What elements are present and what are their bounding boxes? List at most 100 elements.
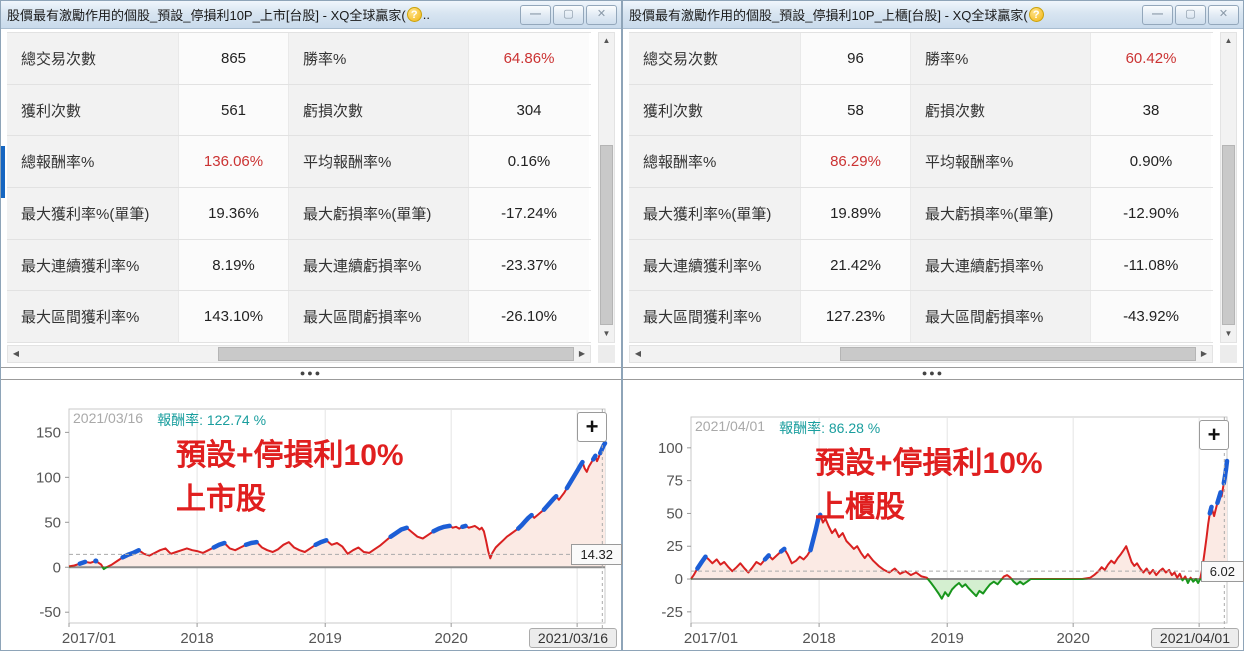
y-tick-label: 50 <box>666 505 683 522</box>
new-high-marker-segment <box>460 523 468 530</box>
stat-value: 58 <box>801 84 911 136</box>
window-tpex: 股價最有激勵作用的個股_預設_停損利10P_上櫃[台股] - XQ全球贏家(? … <box>622 0 1244 651</box>
stat-label: 虧損次數 <box>289 84 469 136</box>
vertical-scrollbar[interactable]: ▲ ▼ <box>1220 32 1237 343</box>
stat-value: 136.06% <box>179 136 289 188</box>
scroll-left-arrow-icon[interactable]: ◀ <box>634 349 642 358</box>
equity-curve-chart[interactable]: 1007550250-252017/0120182019202020212021… <box>623 386 1244 650</box>
stat-value: -26.10% <box>469 291 589 343</box>
stat-label: 虧損次數 <box>911 84 1091 136</box>
stat-row[interactable]: 總報酬率% 86.29% 平均報酬率% 0.90% <box>629 136 1213 189</box>
titlebar[interactable]: 股價最有激勵作用的個股_預設_停損利10P_上櫃[台股] - XQ全球贏家(? … <box>623 1 1243 29</box>
stat-row[interactable]: 最大區間獲利率% 143.10% 最大區間虧損率% -26.10% <box>7 291 591 344</box>
close-button[interactable]: ✕ <box>1208 4 1239 25</box>
cursor-value-label: 6.02 <box>1200 561 1244 583</box>
scroll-down-arrow-icon[interactable]: ▼ <box>599 326 614 342</box>
stat-label: 最大虧損率%(單筆) <box>289 188 469 239</box>
vertical-scrollbar[interactable]: ▲ ▼ <box>598 32 615 343</box>
restore-button[interactable]: ▢ <box>1175 4 1206 25</box>
cursor-value-label: 14.32 <box>571 544 622 566</box>
x-tick-label: 2020 <box>1056 630 1089 647</box>
stat-label: 獲利次數 <box>7 84 179 136</box>
stat-row[interactable]: 總報酬率% 136.06% 平均報酬率% 0.16% <box>7 136 591 189</box>
stat-value: 21.42% <box>801 239 911 291</box>
stat-value: 8.19% <box>179 239 289 291</box>
stat-value: 865 <box>179 33 289 84</box>
pane-splitter[interactable]: ●●● <box>1 367 621 380</box>
zoom-in-button[interactable]: + <box>1199 420 1229 450</box>
stat-label: 總交易次數 <box>7 33 179 84</box>
new-high-marker-segment <box>211 540 227 550</box>
y-tick-label: 100 <box>36 469 61 486</box>
window-controls: — ▢ ✕ <box>520 4 617 25</box>
y-tick-label: 0 <box>675 571 683 588</box>
stat-label: 總報酬率% <box>7 136 179 188</box>
strategy-annotation-line: 預設+停損利10% <box>176 439 404 472</box>
x-tick-label: 2017/01 <box>62 630 116 647</box>
stat-label: 平均報酬率% <box>289 136 469 188</box>
stat-label: 最大區間虧損率% <box>289 291 469 343</box>
stat-row[interactable]: 獲利次數 58 虧損次數 38 <box>629 84 1213 137</box>
strategy-annotation: 預設+停損利10% 上市股 <box>176 434 404 521</box>
stat-row[interactable]: 獲利次數 561 虧損次數 304 <box>7 84 591 137</box>
stat-label: 最大連續虧損率% <box>289 239 469 291</box>
scroll-down-arrow-icon[interactable]: ▼ <box>1221 326 1236 342</box>
close-button[interactable]: ✕ <box>586 4 617 25</box>
help-icon[interactable]: ? <box>406 7 422 22</box>
stat-value: 143.10% <box>179 291 289 343</box>
stat-row[interactable]: 最大獲利率%(單筆) 19.89% 最大虧損率%(單筆) -12.90% <box>629 188 1213 240</box>
scroll-right-arrow-icon[interactable]: ▶ <box>1200 349 1208 358</box>
equity-curve-chart[interactable]: 150100500-502017/0120182019202020212021/… <box>1 386 622 650</box>
strategy-annotation: 預設+停損利10% 上櫃股 <box>815 442 1043 529</box>
stat-row[interactable]: 總交易次數 96 勝率% 60.42% <box>629 33 1213 85</box>
stat-row[interactable]: 總交易次數 865 勝率% 64.86% <box>7 33 591 85</box>
strategy-annotation-line: 上櫃股 <box>815 490 905 524</box>
splitter-grip-icon: ●●● <box>921 368 945 378</box>
stat-label: 勝率% <box>911 33 1091 84</box>
new-high-marker-segment <box>431 523 452 534</box>
x-tick-label: 2018 <box>802 630 835 647</box>
new-high-marker-segment <box>778 546 787 554</box>
pane-splitter[interactable]: ●●● <box>623 367 1243 380</box>
zoom-in-button[interactable]: + <box>577 412 607 442</box>
stat-value: 64.86% <box>469 33 589 84</box>
chart-cursor-date: 2021/03/16 <box>73 410 144 426</box>
scroll-up-arrow-icon[interactable]: ▲ <box>599 33 614 49</box>
new-high-marker-segment <box>515 512 534 531</box>
titlebar[interactable]: 股價最有激勵作用的個股_預設_停損利10P_上市[台股] - XQ全球贏家(?.… <box>1 1 621 29</box>
minimize-button[interactable]: — <box>1142 4 1173 25</box>
restore-button[interactable]: ▢ <box>553 4 584 25</box>
stat-value: 304 <box>469 84 589 136</box>
cursor-date-label: 2021/03/16 <box>528 628 617 648</box>
horizontal-scrollbar[interactable]: ◀ ▶ <box>629 345 1213 363</box>
help-icon[interactable]: ? <box>1028 7 1044 22</box>
stat-value: -12.90% <box>1091 188 1211 239</box>
plot-frame <box>68 408 606 624</box>
plot-frame <box>690 416 1228 624</box>
scrollbar-corner <box>1220 345 1237 363</box>
vertical-scroll-thumb[interactable] <box>600 145 613 325</box>
equity-line-negative <box>690 578 1202 600</box>
stat-row[interactable]: 最大連續獲利率% 8.19% 最大連續虧損率% -23.37% <box>7 239 591 292</box>
stat-value: 127.23% <box>801 291 911 343</box>
stat-row[interactable]: 最大連續獲利率% 21.42% 最大連續虧損率% -11.08% <box>629 239 1213 292</box>
title-truncation: .. <box>422 7 430 22</box>
chart-return-readout: 報酬率: 122.74 % <box>157 412 267 428</box>
window-title: 股價最有激勵作用的個股_預設_停損利10P_上櫃[台股] - XQ全球贏家( <box>629 8 1028 23</box>
horizontal-scroll-thumb[interactable] <box>218 347 574 361</box>
horizontal-scrollbar[interactable]: ◀ ▶ <box>7 345 591 363</box>
new-high-marker-segment <box>590 453 598 462</box>
horizontal-scroll-thumb[interactable] <box>840 347 1196 361</box>
scroll-up-arrow-icon[interactable]: ▲ <box>1221 33 1236 49</box>
stat-value: -43.92% <box>1091 291 1211 343</box>
minimize-button[interactable]: — <box>520 4 551 25</box>
scroll-left-arrow-icon[interactable]: ◀ <box>12 349 20 358</box>
stat-label: 最大區間獲利率% <box>629 291 801 343</box>
stat-row[interactable]: 最大獲利率%(單筆) 19.36% 最大虧損率%(單筆) -17.24% <box>7 188 591 240</box>
scroll-right-arrow-icon[interactable]: ▶ <box>578 349 586 358</box>
stat-row[interactable]: 最大區間獲利率% 127.23% 最大區間虧損率% -43.92% <box>629 291 1213 344</box>
stats-table: 總交易次數 96 勝率% 60.42% 獲利次數 58 虧損次數 38 總報酬率% 86.29% 平… <box>629 32 1213 344</box>
vertical-scroll-thumb[interactable] <box>1222 145 1235 325</box>
